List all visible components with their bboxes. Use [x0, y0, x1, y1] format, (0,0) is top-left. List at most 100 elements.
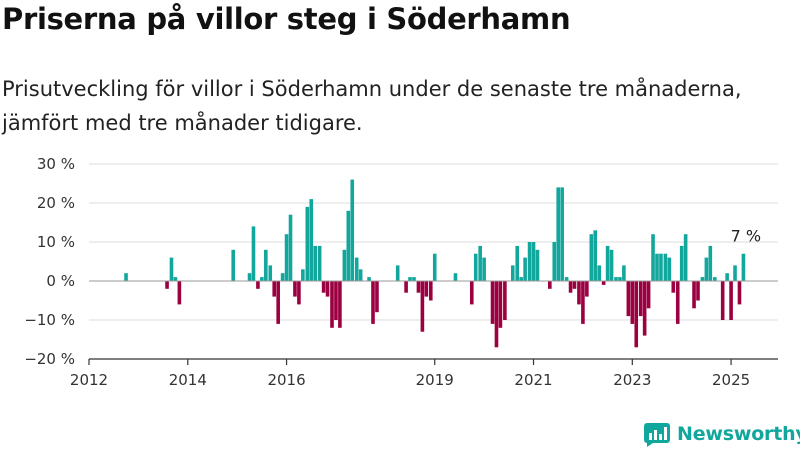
bar — [272, 281, 277, 297]
bar — [618, 277, 622, 281]
bar — [424, 281, 429, 297]
bar — [251, 226, 256, 281]
bar — [354, 257, 359, 281]
bar — [729, 281, 733, 320]
bar — [531, 242, 536, 281]
bar — [288, 214, 293, 281]
x-tick-label: 2025 — [712, 371, 750, 389]
bar — [346, 210, 351, 281]
bar — [247, 273, 252, 281]
bar — [412, 277, 416, 281]
bar — [577, 281, 581, 305]
bar — [556, 187, 561, 281]
bar — [264, 249, 268, 281]
bar — [490, 281, 495, 324]
bar — [498, 281, 503, 328]
x-tick-label: 2014 — [169, 371, 207, 389]
y-tick-label: −20 % — [24, 350, 75, 368]
bar — [268, 265, 273, 281]
bar — [572, 281, 577, 289]
bar — [325, 281, 330, 297]
bar — [663, 253, 668, 281]
bar — [638, 281, 643, 317]
bar — [651, 234, 655, 281]
bar — [605, 245, 610, 281]
axes — [88, 280, 778, 365]
y-tick-label: −10 % — [24, 311, 75, 329]
bar — [367, 277, 371, 281]
bar — [692, 281, 696, 309]
bar — [478, 245, 482, 281]
latest-value-annotation: 7 % — [731, 227, 761, 246]
x-tick-label: 2023 — [613, 371, 651, 389]
bar — [712, 277, 717, 281]
bar — [375, 281, 379, 313]
chart-subtitle: Prisutveckling för villor i Söderhamn un… — [2, 77, 742, 135]
bar — [297, 281, 301, 305]
bar — [679, 245, 684, 281]
y-tick-label: 30 % — [37, 155, 75, 173]
bar — [593, 230, 598, 281]
bar — [696, 281, 700, 301]
y-tick-label: 0 % — [46, 272, 75, 290]
bar — [165, 281, 169, 289]
bar — [420, 281, 425, 332]
bar — [428, 281, 433, 301]
bar — [350, 179, 355, 281]
bar — [313, 245, 318, 281]
bar — [338, 281, 342, 328]
bar — [494, 281, 499, 348]
bar — [634, 281, 639, 348]
bar — [408, 277, 412, 281]
bar — [548, 281, 552, 289]
bar — [416, 281, 421, 293]
bar — [305, 206, 310, 281]
bar — [432, 253, 437, 281]
bar — [515, 245, 520, 281]
bar — [700, 277, 705, 281]
bar — [321, 281, 326, 293]
bar — [523, 257, 527, 281]
x-tick-label: 2012 — [70, 371, 108, 389]
bar — [581, 281, 585, 324]
bar — [276, 281, 280, 324]
bar — [659, 253, 663, 281]
bar — [284, 234, 289, 281]
y-tick-label: 20 % — [37, 194, 75, 212]
bar — [585, 281, 589, 297]
bar — [293, 281, 297, 297]
bar — [741, 253, 746, 281]
bar — [231, 249, 236, 281]
bar — [622, 265, 626, 281]
bar — [177, 281, 182, 305]
bar — [564, 277, 569, 281]
bar — [568, 281, 573, 293]
bar — [371, 281, 375, 324]
bar — [169, 257, 174, 281]
bar — [330, 281, 334, 328]
bar — [683, 234, 688, 281]
newsworthy-logo-icon — [644, 423, 670, 447]
bar — [655, 253, 659, 281]
bar — [503, 281, 507, 320]
bar — [642, 281, 647, 336]
bar — [552, 242, 557, 281]
bar — [404, 281, 408, 293]
brand-name: Newsworthy — [677, 423, 800, 445]
bar — [301, 269, 305, 281]
bar — [453, 273, 458, 281]
brand[interactable]: Newsworthy — [644, 419, 800, 449]
bar — [646, 281, 651, 309]
bar — [597, 265, 602, 281]
y-tick-label: 10 % — [37, 233, 75, 251]
bar — [601, 281, 606, 285]
bar — [280, 273, 285, 281]
bar — [675, 281, 680, 324]
bar — [358, 269, 363, 281]
bar — [173, 277, 178, 281]
bar — [667, 257, 672, 281]
bar — [737, 281, 742, 305]
grid-lines — [89, 163, 778, 321]
chart-title: Priserna på villor steg i Söderhamn — [2, 2, 571, 36]
bar — [395, 265, 400, 281]
